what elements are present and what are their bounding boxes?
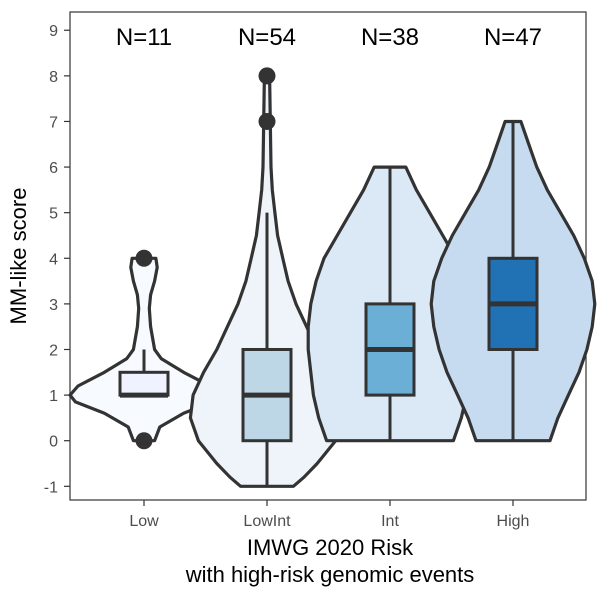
n-labels: N=11 N=54 N=38 N=47 <box>116 24 542 51</box>
x-tick-label: Int <box>381 513 399 530</box>
y-tick-label: 7 <box>49 114 58 131</box>
x-tick-label: Low <box>129 513 159 530</box>
violins-layer <box>68 67 597 488</box>
y-tick-label: 5 <box>49 206 58 223</box>
y-tick-label: 3 <box>49 297 58 314</box>
x-axis-title-line-2: with high-risk genomic events <box>185 562 475 587</box>
x-tick-label: LowInt <box>243 513 291 530</box>
n-count-label: N=38 <box>361 24 419 51</box>
x-tick-label: High <box>497 513 530 530</box>
violin-group-lowint <box>188 67 346 488</box>
box-iqr <box>118 370 170 397</box>
x-axis: Low LowInt Int High <box>129 500 529 530</box>
y-tick-label: 6 <box>49 160 58 177</box>
y-tick-label: 4 <box>49 251 58 268</box>
n-count-label: N=54 <box>238 24 296 51</box>
y-tick-label: 2 <box>49 342 58 359</box>
n-count-label: N=11 <box>116 24 172 51</box>
violin-group-int <box>306 165 474 443</box>
y-axis-title: MM-like score <box>6 188 31 325</box>
y-tick-label: 0 <box>49 434 58 451</box>
outlier-point <box>135 249 153 267</box>
outlier-point <box>258 67 276 85</box>
y-axis: -1 0 1 2 3 4 5 6 7 8 9 <box>44 23 70 496</box>
violin-group-high <box>429 119 597 443</box>
outlier-point <box>258 112 276 130</box>
y-tick-label: -1 <box>44 479 58 496</box>
y-tick-label: 9 <box>49 23 58 40</box>
x-axis-title-line-1: IMWG 2020 Risk <box>247 535 414 560</box>
outlier-point <box>135 432 153 450</box>
y-tick-label: 1 <box>49 388 58 405</box>
n-count-label: N=47 <box>484 24 542 51</box>
y-tick-label: 8 <box>49 69 58 86</box>
